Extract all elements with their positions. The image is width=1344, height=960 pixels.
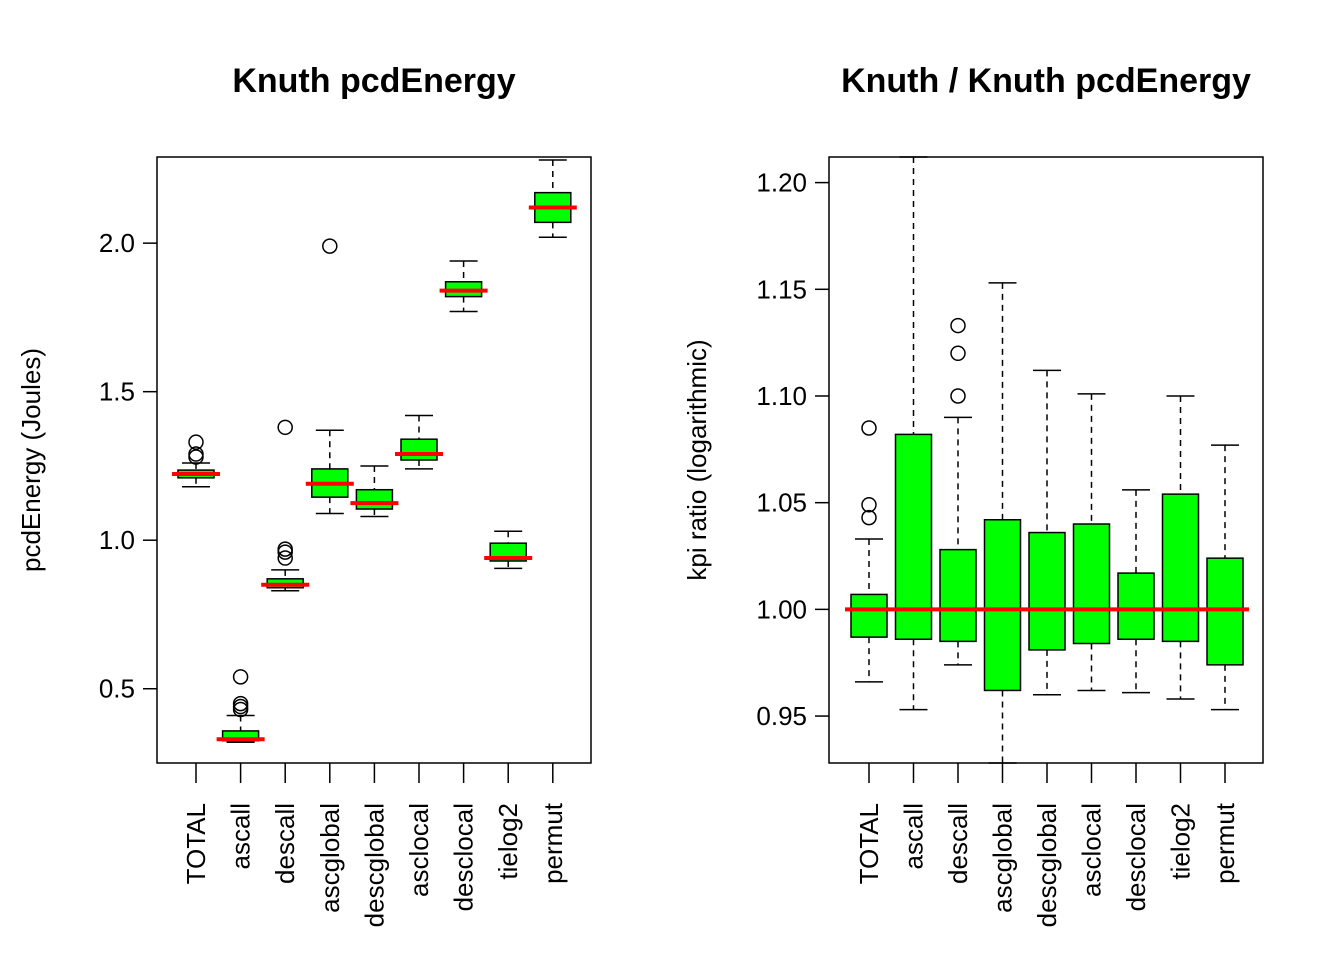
- box-desclocal: [439, 260, 488, 313]
- outlier-point: [861, 497, 877, 513]
- y-tick-label: 1.05: [756, 488, 807, 518]
- box-descglobal: [1028, 369, 1066, 696]
- box-asclocal: [1072, 393, 1111, 692]
- y-tick-label: 1.20: [756, 168, 807, 198]
- outlier-point: [232, 698, 249, 715]
- x-tick-label: desclocal: [449, 803, 479, 911]
- y-axis-label: kpi ratio (logarithmic): [682, 339, 712, 580]
- iqr-box: [894, 433, 933, 640]
- box-permut: [528, 159, 577, 238]
- x-tick-label: permut: [538, 802, 568, 884]
- outlier-point: [950, 388, 966, 404]
- outlier-point: [277, 419, 293, 436]
- outlier-point: [232, 701, 249, 718]
- x-tick-label: descglobal: [359, 803, 389, 927]
- x-tick-label: permut: [1210, 802, 1240, 884]
- plot-frame: [828, 156, 1264, 764]
- x-tick-label: TOTAL: [854, 803, 884, 884]
- outlier-point: [277, 544, 293, 560]
- x-tick-label: tielog2: [1166, 803, 1196, 880]
- y-tick-label: 1.15: [756, 274, 807, 304]
- box-ascall: [216, 669, 265, 743]
- iqr-box: [939, 548, 977, 643]
- y-tick-label: 1.00: [756, 594, 807, 624]
- iqr-box: [850, 593, 888, 638]
- outlier-point: [322, 238, 338, 254]
- y-axis: 0.95 1.00 1.05 1.10 1.15 1.20: [756, 168, 829, 731]
- x-tick-label: ascall: [226, 803, 256, 869]
- box-TOTAL: [850, 420, 888, 683]
- y-axis: 0.5 1.0 1.5 2.0: [99, 228, 157, 704]
- x-tick-label: TOTAL: [181, 803, 211, 884]
- y-axis-label: pcdEnergy (Joules): [16, 348, 46, 572]
- outlier-point: [861, 509, 877, 526]
- x-tick-label: ascglobal: [988, 803, 1018, 913]
- x-tick-label: ascall: [899, 803, 929, 869]
- y-tick-label: 1.5: [99, 377, 135, 407]
- iqr-box: [983, 518, 1022, 692]
- y-tick-label: 1.10: [756, 381, 807, 411]
- iqr-box: [355, 488, 394, 510]
- x-tick-label: descglobal: [1032, 803, 1062, 927]
- y-tick-label: 0.95: [756, 701, 807, 731]
- boxes: [845, 156, 1249, 764]
- box-asclocal: [395, 414, 443, 470]
- x-tick-label: asclocal: [404, 803, 434, 897]
- outlier-point: [950, 317, 966, 334]
- box-ascall: [894, 156, 933, 711]
- box-permut: [1206, 444, 1244, 711]
- outlier-point: [188, 434, 204, 450]
- iqr-box: [1161, 493, 1200, 643]
- chart-panel-ratio: Knuth / Knuth pcdEnergy kpi ratio (logar…: [682, 62, 1264, 927]
- x-tick-label: descall: [943, 803, 973, 884]
- chart-title: Knuth / Knuth pcdEnergy: [841, 62, 1251, 100]
- chart-title: Knuth pcdEnergy: [232, 62, 515, 100]
- box-descall: [939, 317, 977, 666]
- iqr-box: [1028, 531, 1066, 651]
- x-axis: TOTAL ascall descall ascglobal descglobal asc…: [181, 763, 568, 927]
- plot-frame: [156, 156, 592, 764]
- box-desclocal: [1117, 489, 1155, 694]
- iqr-box: [400, 438, 438, 461]
- x-tick-label: desclocal: [1121, 803, 1151, 911]
- chart-panel-energy: Knuth pcdEnergy pcdEnergy (Joules) 0.5 1.…: [16, 62, 592, 927]
- x-tick-label: asclocal: [1077, 803, 1107, 897]
- boxes: [172, 159, 577, 743]
- outlier-point: [950, 345, 966, 362]
- box-descall: [261, 419, 310, 592]
- box-ascglobal: [305, 238, 354, 515]
- outlier-point: [232, 669, 249, 685]
- box-descglobal: [350, 465, 399, 518]
- y-tick-label: 1.0: [99, 525, 135, 555]
- box-TOTAL: [172, 434, 220, 488]
- outlier-point: [861, 420, 877, 436]
- outlier-point: [188, 449, 204, 465]
- iqr-box: [1206, 557, 1244, 666]
- y-tick-label: 2.0: [99, 228, 135, 258]
- outlier-point: [277, 550, 293, 566]
- box-ascglobal: [983, 282, 1022, 764]
- x-tick-label: descall: [270, 803, 300, 884]
- y-tick-label: 0.5: [99, 674, 135, 704]
- x-tick-label: tielog2: [493, 803, 523, 880]
- x-tick-label: ascglobal: [315, 803, 345, 913]
- box-tielog2: [1161, 395, 1200, 700]
- iqr-box: [1117, 572, 1155, 640]
- iqr-box: [1072, 523, 1111, 645]
- box-tielog2: [484, 530, 533, 570]
- x-axis: TOTAL ascall descall ascglobal descglobal asc…: [854, 763, 1240, 927]
